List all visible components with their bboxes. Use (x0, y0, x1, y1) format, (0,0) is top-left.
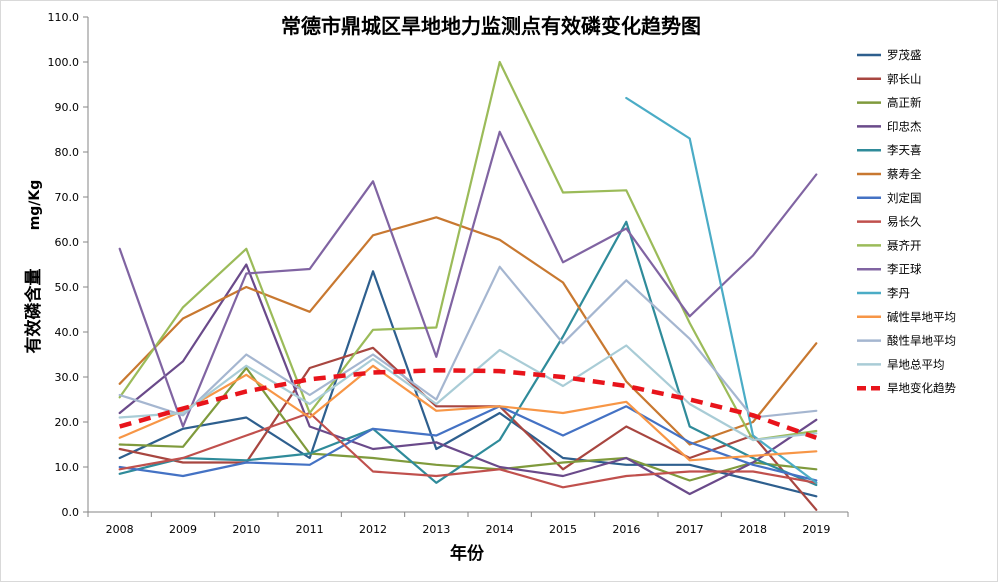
series-line-5 (118, 220, 818, 487)
series-layer (118, 60, 818, 511)
legend-label: 碱性旱地平均 (887, 310, 956, 324)
series-line-10 (118, 130, 818, 428)
legend-label: 郭长山 (887, 72, 922, 86)
x-tick-label: 2012 (359, 523, 387, 536)
axes (83, 16, 849, 517)
y-tick-label: 50.0 (55, 281, 80, 294)
series-line-1 (118, 270, 818, 498)
legend-label: 罗茂盛 (887, 48, 922, 62)
legend-label: 印忠杰 (887, 119, 922, 133)
y-tick-label: 60.0 (55, 236, 80, 249)
series-line-7 (118, 405, 818, 482)
y-tick-label: 70.0 (55, 191, 80, 204)
x-tick-label: 2015 (549, 523, 577, 536)
y-tick-label: 90.0 (55, 101, 80, 114)
x-tick-label: 2009 (169, 523, 197, 536)
legend-label: 聂齐开 (887, 238, 922, 252)
series-line-11 (625, 96, 818, 484)
x-axis-tick-labels: 2008 2009 2010 2011 2012 2013 2014 2015 2016 2017… (106, 523, 831, 536)
series-line-4 (118, 263, 818, 496)
series-line-2 (118, 346, 818, 511)
legend: 罗茂盛郭长山高正新印忠杰李天喜蔡寿全刘定国易长久聂齐开李正球李丹碱性旱地平均酸性… (857, 48, 956, 395)
y-axis-tick-labels: 0.0 10.0 20.0 30.0 40.0 50.0 60.0 70.0 80.0 90.0 1… (48, 11, 80, 519)
x-tick-label: 2013 (422, 523, 450, 536)
legend-label: 蔡寿全 (887, 167, 922, 181)
legend-label: 刘定国 (887, 191, 922, 205)
series-line-9 (118, 60, 818, 442)
y-tick-label: 110.0 (48, 11, 80, 24)
legend-label: 旱地总平均 (887, 357, 945, 371)
y-tick-label: 30.0 (55, 371, 80, 384)
x-tick-label: 2014 (486, 523, 514, 536)
legend-label: 李天喜 (887, 143, 922, 157)
y-tick-label: 80.0 (55, 146, 80, 159)
legend-label: 旱地变化趋势 (887, 381, 956, 395)
legend-label: 易长久 (887, 215, 922, 229)
y-tick-label: 0.0 (62, 506, 80, 519)
series-line-6 (118, 216, 818, 446)
x-tick-label: 2017 (676, 523, 704, 536)
y-axis-label: 有效磷含量 (23, 269, 44, 354)
x-tick-label: 2008 (106, 523, 134, 536)
series-line-8 (118, 411, 818, 489)
y-tick-label: 10.0 (55, 461, 80, 474)
series-line-15 (119, 368, 818, 440)
legend-label: 李正球 (887, 262, 922, 276)
x-tick-label: 2016 (612, 523, 640, 536)
x-tick-label: 2018 (739, 523, 767, 536)
legend-label: 酸性旱地平均 (887, 334, 956, 348)
x-tick-label: 2011 (296, 523, 324, 536)
legend-label: 高正新 (887, 96, 922, 110)
series-line-14 (118, 344, 818, 442)
y-axis-unit-label: mg/Kg (27, 180, 43, 231)
y-tick-label: 40.0 (55, 326, 80, 339)
x-tick-label: 2010 (232, 523, 260, 536)
x-tick-label: 2019 (802, 523, 830, 536)
x-axis-label: 年份 (450, 543, 485, 564)
y-tick-label: 100.0 (48, 56, 80, 69)
series-line-3 (118, 366, 818, 482)
chart-title: 常德市鼎城区旱地地力监测点有效磷变化趋势图 (281, 14, 701, 38)
y-tick-label: 20.0 (55, 416, 80, 429)
series-line-12 (118, 364, 818, 462)
legend-label: 李丹 (887, 286, 910, 300)
series-line-13 (118, 265, 818, 419)
